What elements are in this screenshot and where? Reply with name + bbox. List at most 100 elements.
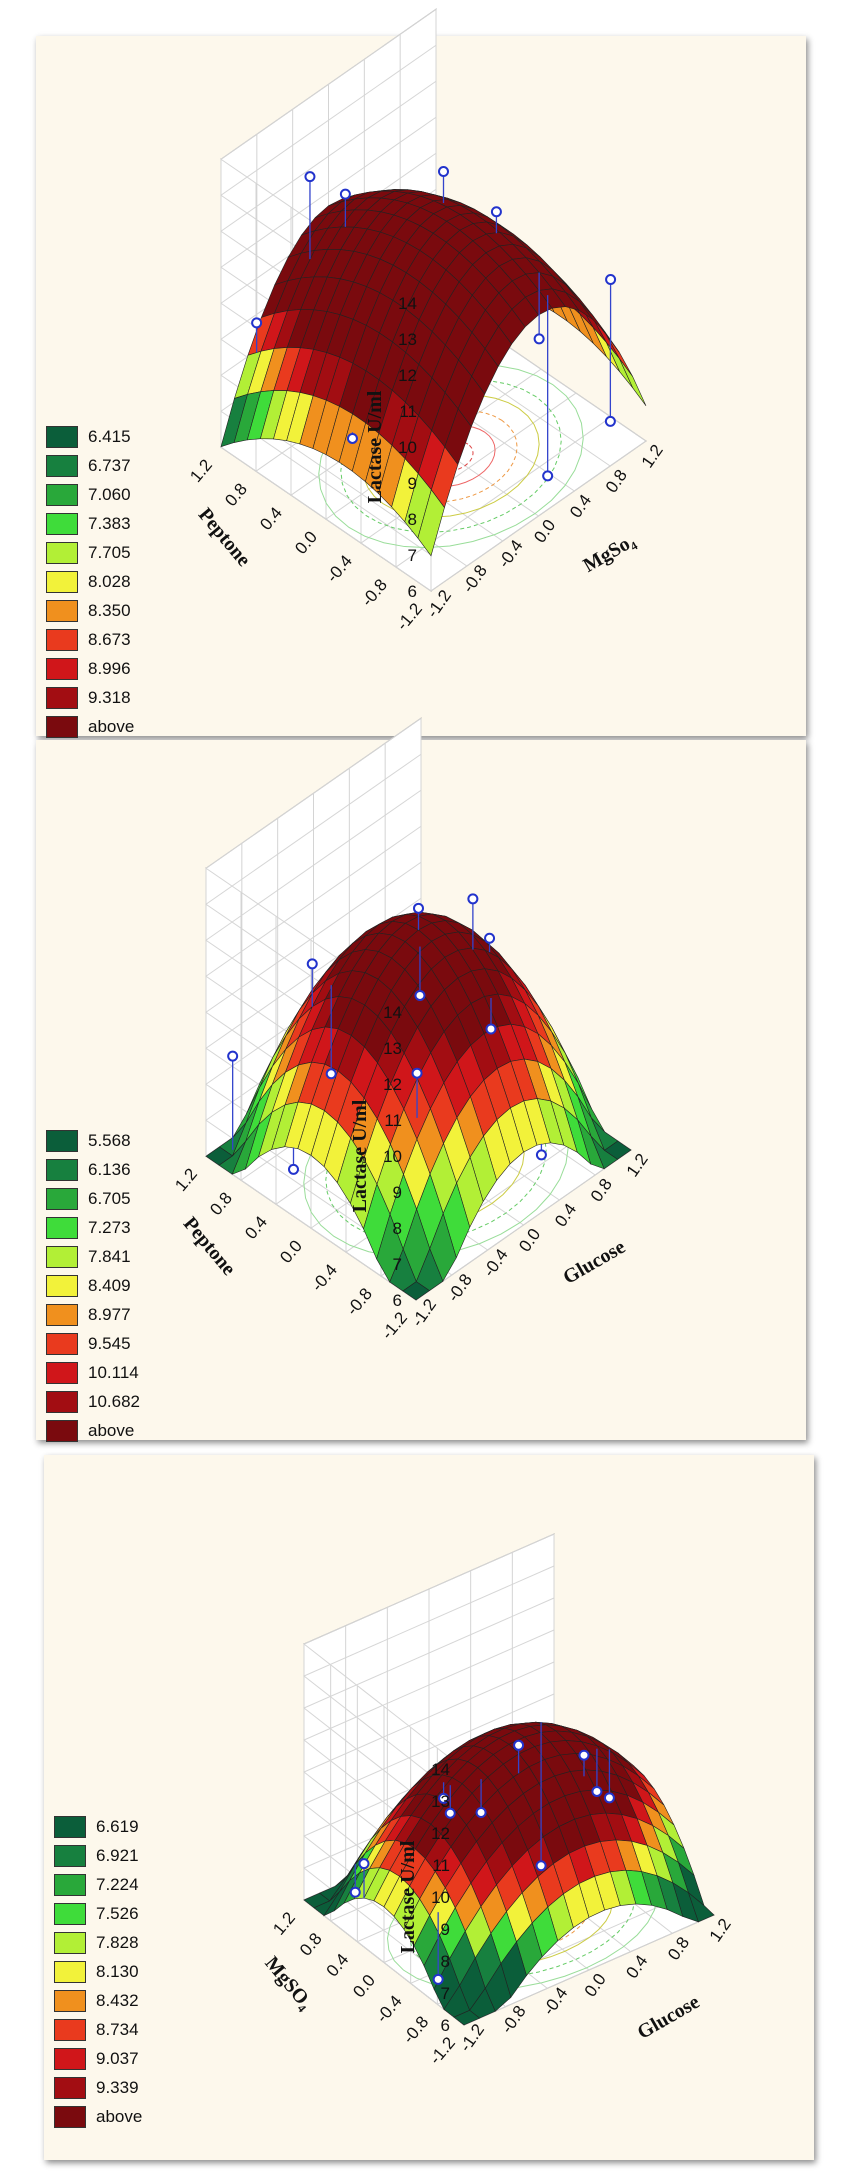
legend-swatch [46, 686, 78, 709]
legend-label: 8.130 [96, 1961, 139, 1981]
legend-swatch [54, 1844, 86, 1867]
observed-points [349, 1722, 615, 1985]
legend: 6.415 6.737 7.060 7.383 7.705 8.028 8.350 8.673… [46, 422, 134, 741]
data-point [535, 1860, 547, 1872]
data-point [304, 171, 316, 183]
legend-swatch [54, 2105, 86, 2128]
legend-label: 6.415 [88, 426, 131, 446]
legend-swatch [46, 1303, 78, 1326]
x-tick-label: 0.0 [530, 516, 559, 546]
x-axis-title: Glucose [634, 1991, 704, 2044]
legend-label: 9.318 [88, 687, 131, 707]
data-point [288, 1163, 299, 1175]
legend-entry: 7.841 [46, 1242, 140, 1271]
legend-swatch [46, 570, 78, 593]
z-tick-label: 13 [398, 330, 417, 349]
legend-swatch [46, 1332, 78, 1355]
legend-entry: 8.977 [46, 1300, 140, 1329]
z-tick-label: 6 [393, 1291, 402, 1310]
legend-label: 8.977 [88, 1304, 131, 1324]
data-point [413, 902, 424, 914]
data-point [306, 958, 318, 970]
z-tick-label: 9 [441, 1920, 450, 1939]
legend-label: 9.037 [96, 2048, 139, 2068]
y-tick-label: -0.4 [308, 1260, 341, 1295]
legend-entry: 9.318 [46, 683, 134, 712]
legend-swatch [46, 425, 78, 448]
legend-swatch [54, 1815, 86, 1838]
legend-swatch [54, 1931, 86, 1954]
z-tick-label: 14 [383, 1003, 402, 1022]
response-surface [205, 911, 632, 1301]
z-tick-label: 12 [383, 1075, 402, 1094]
legend-label: 6.737 [88, 455, 131, 475]
surface-patch [402, 1281, 430, 1301]
data-point [535, 1149, 547, 1161]
y-tick-label: 0.0 [291, 527, 321, 557]
z-tick-label: 10 [431, 1888, 450, 1907]
legend-swatch [46, 512, 78, 535]
data-point [484, 932, 496, 944]
y-tick-label: -1.2 [426, 2033, 459, 2068]
legend-label: 7.841 [88, 1246, 131, 1266]
legend-label: 7.705 [88, 542, 131, 562]
legend-swatch [54, 2018, 86, 2041]
z-axis-title: Lactase U/ml [349, 1099, 371, 1212]
legend-label: 10.682 [88, 1391, 140, 1411]
data-point [227, 1050, 239, 1062]
z-tick-label: 14 [398, 294, 417, 313]
legend-label: 7.273 [88, 1217, 131, 1237]
legend-swatch [54, 1960, 86, 1983]
x-tick-label: -1.2 [408, 1295, 440, 1330]
legend-entry: 7.705 [46, 538, 134, 567]
y-tick-label: 0.8 [206, 1189, 236, 1219]
legend-label: 10.114 [88, 1362, 139, 1382]
y-axis-title: Peptone [194, 504, 255, 571]
legend-swatch [54, 2076, 86, 2099]
z-tick-label: 13 [431, 1792, 450, 1811]
legend-label: 6.619 [96, 1816, 139, 1836]
z-tick-label: 6 [441, 2016, 450, 2035]
chart-panel-3: 6.619 6.921 7.224 7.526 7.828 8.130 8.432 8.734… [44, 1455, 814, 2160]
z-tick-label: 11 [384, 1111, 402, 1130]
x-axis-title: Glucose [559, 1236, 629, 1289]
legend-entry: 6.921 [54, 1841, 142, 1870]
chart-panel-2: 5.568 6.136 6.705 7.273 7.841 8.409 8.977 9.545… [36, 717, 806, 1442]
legend-swatch [46, 1361, 78, 1384]
legend-swatch [46, 454, 78, 477]
legend-entry: 9.339 [54, 2073, 142, 2102]
legend-entry: 8.350 [46, 596, 134, 625]
legend-label: 8.409 [88, 1275, 131, 1295]
observed-points [227, 893, 547, 1175]
legend-label: 7.060 [88, 484, 131, 504]
y-tick-label: 1.2 [269, 1908, 299, 1938]
z-tick-label: 8 [408, 510, 417, 529]
data-point [346, 432, 358, 444]
z-tick-label: 7 [408, 546, 417, 565]
y-tick-label: 0.4 [256, 504, 286, 534]
legend-entry: 9.037 [54, 2044, 142, 2073]
data-point [605, 274, 617, 286]
legend-entry: 6.737 [46, 451, 134, 480]
x-tick-label: 1.2 [706, 1915, 735, 1945]
legend-entry: 6.705 [46, 1184, 140, 1213]
legend-swatch [46, 541, 78, 564]
data-point [339, 188, 351, 200]
legend-swatch [46, 1274, 78, 1297]
y-tick-label: -0.4 [323, 551, 356, 586]
z-tick-label: 7 [441, 1984, 450, 2003]
legend: 5.568 6.136 6.705 7.273 7.841 8.409 8.977 9.545… [46, 1126, 140, 1445]
data-point [444, 1807, 456, 1819]
legend-entry: 7.383 [46, 509, 134, 538]
y-tick-label: 0.4 [241, 1213, 271, 1243]
x-tick-label: 0.0 [581, 1970, 610, 2000]
legend-label: 8.734 [96, 2019, 139, 2039]
surface-patch [453, 2009, 481, 2026]
data-point [414, 989, 426, 1001]
z-tick-label: 10 [398, 438, 417, 457]
x-tick-label: 0.4 [551, 1200, 580, 1230]
legend-entry: 7.060 [46, 480, 134, 509]
z-axis: 6 7 8 9 10 11 12 13 14 Lactase U/ml [364, 294, 417, 601]
legend-swatch [54, 1989, 86, 2012]
